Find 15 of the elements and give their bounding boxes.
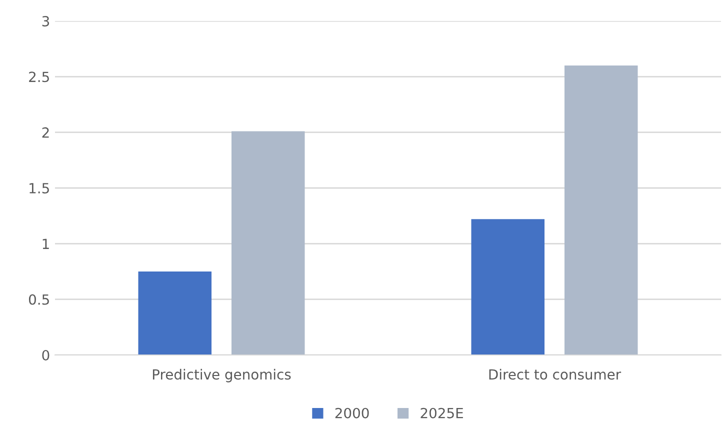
y-tick-label: 1 bbox=[42, 238, 49, 249]
y-tick-label: 0.5 bbox=[28, 294, 49, 305]
bar bbox=[564, 66, 638, 355]
y-tick-label: 3 bbox=[42, 16, 50, 26]
x-tick-label: Predictive genomics bbox=[152, 368, 291, 382]
x-tick-label: Direct to consumer bbox=[489, 368, 622, 380]
bar bbox=[231, 131, 305, 355]
y-tick-label: 2.5 bbox=[29, 72, 49, 82]
y-tick-label: 0 bbox=[42, 350, 50, 360]
bar bbox=[471, 219, 545, 355]
legend-label: 2025E bbox=[420, 408, 463, 418]
y-tick-label: 1.5 bbox=[30, 183, 49, 194]
bar bbox=[138, 272, 212, 355]
legend-label: 2000 bbox=[335, 408, 369, 418]
y-tick-label: 2 bbox=[42, 127, 49, 138]
